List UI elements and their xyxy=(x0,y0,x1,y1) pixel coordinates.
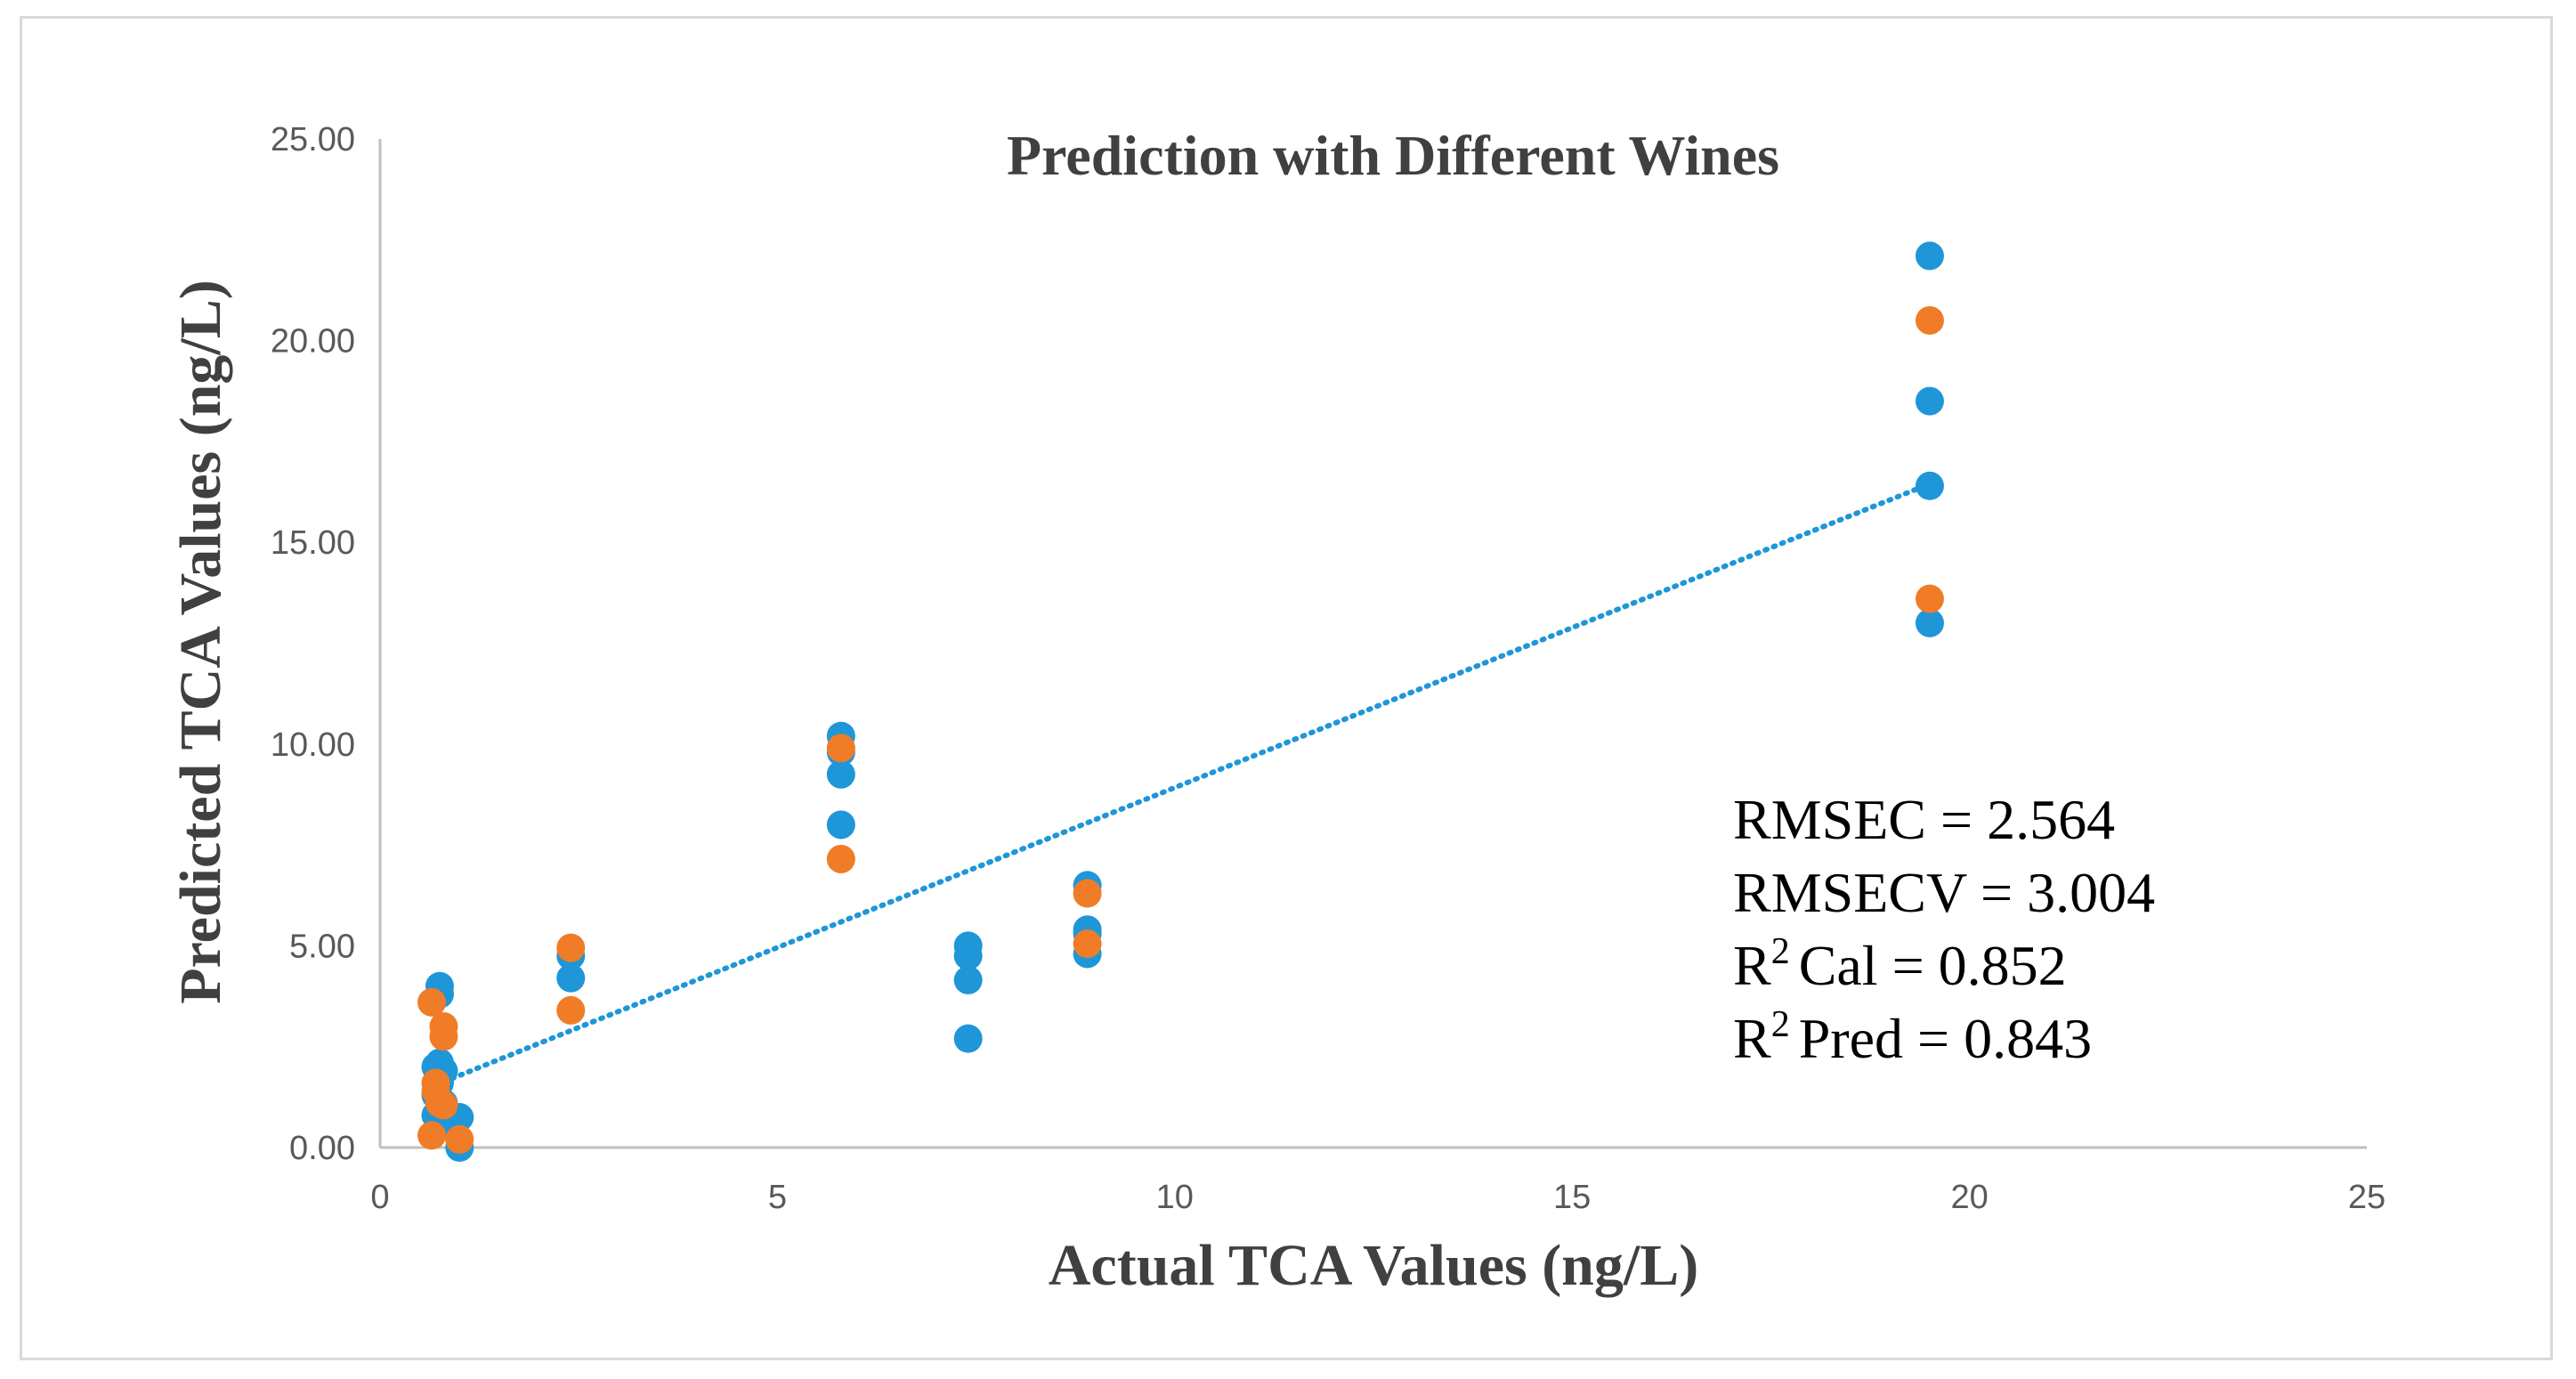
x-tick-label: 0 xyxy=(370,1179,389,1216)
x-axis-ticks: 0 5 10 15 20 25 xyxy=(370,1179,2386,1216)
calibration-point xyxy=(953,941,983,970)
chart-frame: Prediction with Different Wines 0.00 5.00… xyxy=(20,16,2553,1360)
y-tick-label: 10.00 xyxy=(271,726,355,764)
prediction-point xyxy=(1915,584,1944,613)
y-axis-ticks: 0.00 5.00 10.00 15.00 20.00 25.00 xyxy=(271,121,355,1167)
y-tick-label: 25.00 xyxy=(271,121,355,158)
chart-title: Prediction with Different Wines xyxy=(1007,124,1779,187)
y-tick-label: 20.00 xyxy=(271,323,355,361)
series-prediction xyxy=(417,305,1944,1154)
calibration-point xyxy=(1915,471,1944,500)
x-tick-label: 10 xyxy=(1156,1179,1194,1216)
prediction-point xyxy=(429,1091,458,1120)
calibration-point xyxy=(953,1024,983,1053)
x-tick-label: 20 xyxy=(1950,1179,1988,1216)
stat-r2-cal-sup: 2 xyxy=(1771,931,1790,972)
stat-r2-cal-text: Cal = 0.852 xyxy=(1799,934,2067,997)
prediction-point xyxy=(417,1121,447,1150)
calibration-point xyxy=(1915,386,1944,416)
stat-r2-pred-sup: 2 xyxy=(1771,1004,1790,1045)
prediction-point xyxy=(429,1022,458,1051)
stat-r2-cal: R2 Cal = 0.852 xyxy=(1733,931,2067,997)
prediction-point xyxy=(556,995,586,1025)
y-tick-label: 0.00 xyxy=(289,1130,355,1167)
y-tick-label: 5.00 xyxy=(289,928,355,965)
prediction-point xyxy=(826,844,855,873)
stat-rmsec: RMSEC = 2.564 xyxy=(1733,788,2115,851)
stat-rmsecv: RMSECV = 3.004 xyxy=(1733,861,2155,924)
x-tick-label: 25 xyxy=(2348,1179,2386,1216)
stat-r2-pred-text: Pred = 0.843 xyxy=(1799,1007,2092,1070)
stat-r2-cal-r: R xyxy=(1733,934,1771,997)
data-points xyxy=(417,241,1944,1162)
prediction-point xyxy=(445,1124,474,1154)
trendline-group xyxy=(433,481,1932,1088)
calibration-point xyxy=(1915,608,1944,637)
series-calibration xyxy=(421,241,1944,1162)
prediction-point xyxy=(826,734,855,763)
x-tick-label: 15 xyxy=(1553,1179,1591,1216)
prediction-point xyxy=(556,933,586,962)
scatter-chart: Prediction with Different Wines 0.00 5.00… xyxy=(168,121,2386,1298)
stat-r2-pred-r: R xyxy=(1733,1007,1771,1070)
trendline xyxy=(433,481,1932,1088)
stat-r2-pred: R2 Pred = 0.843 xyxy=(1733,1004,2092,1070)
calibration-point xyxy=(826,759,855,789)
prediction-point xyxy=(1073,879,1102,908)
calibration-point xyxy=(1915,241,1944,271)
calibration-point xyxy=(953,965,983,994)
prediction-point xyxy=(1915,305,1944,335)
x-axis-title: Actual TCA Values (ng/L) xyxy=(1049,1233,1698,1298)
prediction-point xyxy=(1073,929,1102,959)
y-tick-label: 15.00 xyxy=(271,524,355,562)
x-tick-label: 5 xyxy=(768,1179,787,1216)
stats-box: RMSEC = 2.564 RMSECV = 3.004 R2 Cal = 0.8… xyxy=(1733,788,2155,1070)
calibration-point xyxy=(556,963,586,993)
prediction-point xyxy=(417,987,447,1017)
calibration-point xyxy=(826,810,855,840)
y-axis-title: Predicted TCA Values (ng/L) xyxy=(168,280,233,1004)
